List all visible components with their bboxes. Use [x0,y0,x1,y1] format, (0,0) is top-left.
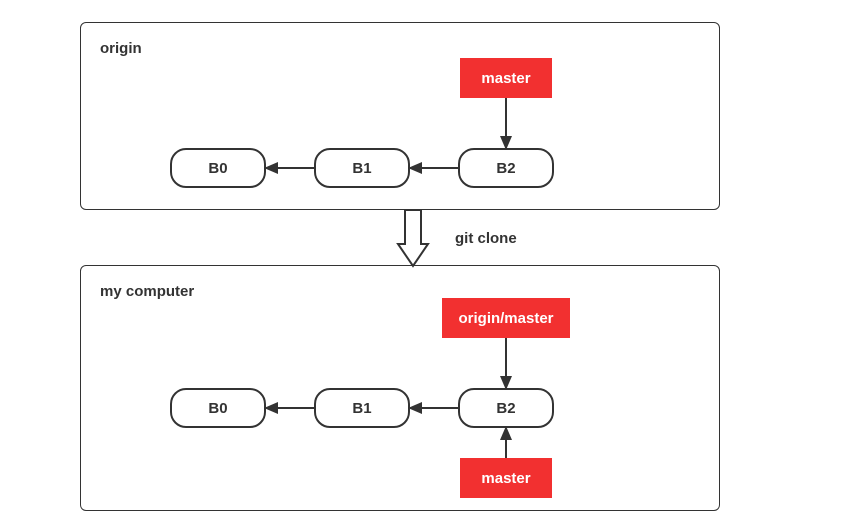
commit-b1-bottom: B1 [314,388,410,428]
commit-b0-top: B0 [170,148,266,188]
diagram-canvas: origin my computer B0 B1 B2 master B0 B1… [0,0,860,528]
branch-master-bottom: master [460,458,552,498]
branch-master-top: master [460,58,552,98]
commit-b2-bottom: B2 [458,388,554,428]
commit-b1-top: B1 [314,148,410,188]
commit-b0-bottom: B0 [170,388,266,428]
branch-origin-master: origin/master [442,298,570,338]
panel-origin-title: origin [100,40,142,57]
git-clone-label: git clone [455,230,517,247]
panel-mycomputer-title: my computer [100,283,194,300]
panel-mycomputer [80,265,720,511]
commit-b2-top: B2 [458,148,554,188]
